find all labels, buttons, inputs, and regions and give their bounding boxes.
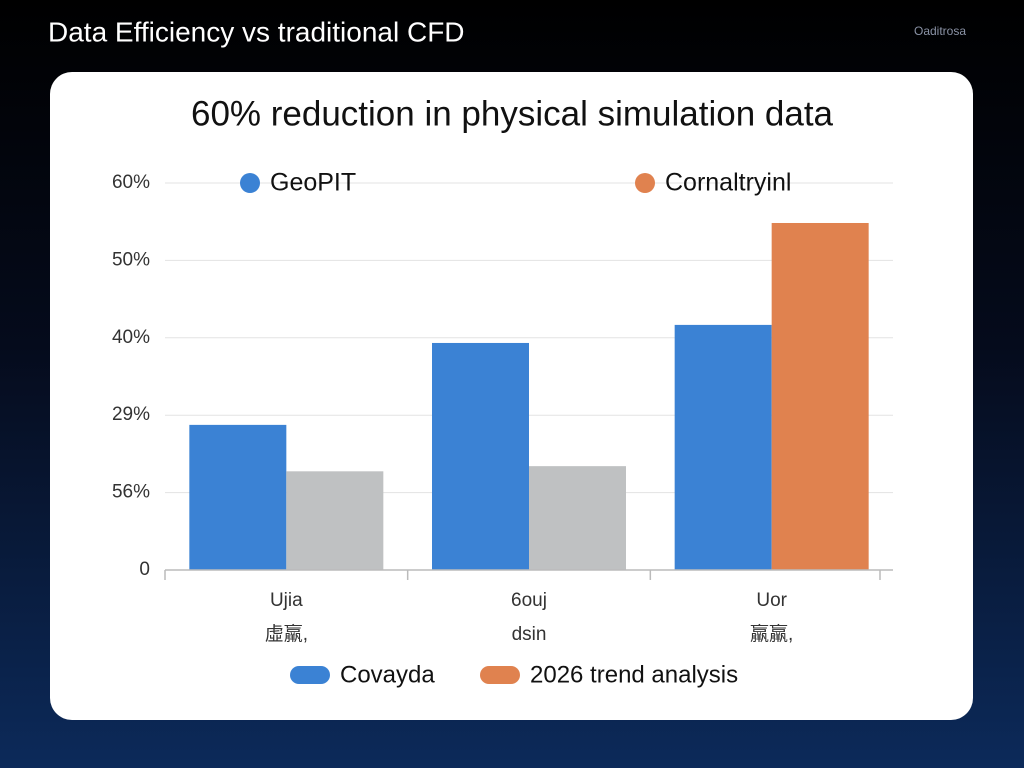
chart-title: 60% reduction in physical simulation dat… — [191, 94, 834, 133]
bar — [771, 222, 869, 571]
x-tick-label: Ujia — [270, 590, 303, 611]
legend-swatch — [480, 666, 520, 684]
x-tick-sublabel: dsin — [512, 624, 547, 645]
bar — [286, 471, 384, 570]
legend-label: GeoPIT — [270, 169, 356, 197]
legend-label: 2026 trend analysis — [530, 661, 738, 688]
y-tick-label: 50% — [112, 249, 150, 270]
legend-label: Cornaltryinl — [665, 169, 791, 197]
y-tick-label: 0 — [139, 559, 150, 580]
legend-marker — [635, 173, 655, 193]
header-badge: Oaditrosa — [914, 24, 966, 38]
header-title: Data Efficiency vs traditional CFD — [48, 16, 465, 47]
y-tick-label: 56% — [112, 482, 150, 503]
bar — [529, 466, 626, 570]
legend-swatch — [290, 666, 330, 684]
bar — [432, 342, 529, 570]
x-tick-sublabel: 羸羸, — [750, 623, 793, 645]
x-tick-label: 6ouj — [511, 590, 547, 611]
y-tick-label: 40% — [112, 327, 150, 348]
legend-marker — [240, 173, 260, 193]
bar — [674, 324, 772, 570]
x-tick-label: Uor — [756, 590, 787, 611]
y-tick-label: 60% — [112, 172, 150, 193]
bar — [189, 424, 287, 570]
y-tick-label: 29% — [112, 404, 150, 425]
legend-label: Covayda — [340, 661, 435, 688]
x-tick-sublabel: 虛羸, — [265, 623, 308, 645]
